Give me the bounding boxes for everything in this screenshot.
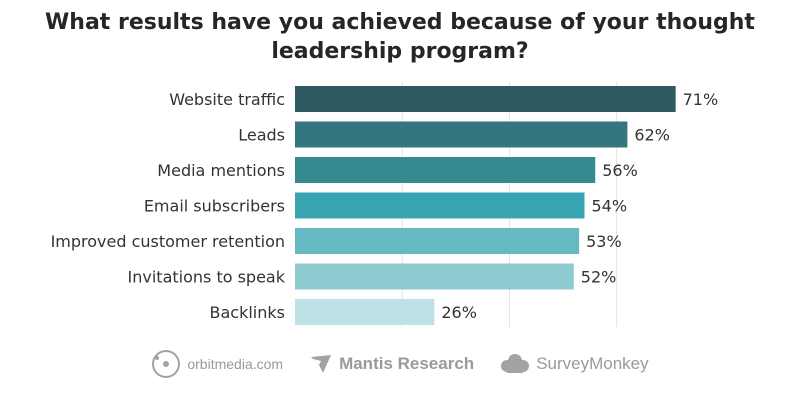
category-label: Website traffic (169, 90, 285, 109)
category-label: Backlinks (210, 303, 285, 322)
mantis-research-logo: Mantis Research (309, 353, 474, 375)
chart-title: What results have you achieved because o… (0, 8, 800, 66)
category-label: Improved customer retention (51, 232, 285, 251)
bar (295, 263, 574, 290)
bar (295, 86, 676, 112)
bar (295, 121, 628, 148)
value-label: 54% (592, 197, 628, 216)
surveymonkey-text: SurveyMonkey (536, 354, 649, 373)
chart-title-line-2: leadership program? (271, 39, 529, 64)
value-label: 56% (602, 161, 638, 180)
orbit-circle-icon (152, 350, 181, 378)
bar (295, 192, 585, 219)
category-label: Leads (238, 126, 285, 145)
monkey-icon (501, 354, 530, 373)
orbitmedia-text: orbitmedia.com (187, 356, 284, 372)
category-label: Invitations to speak (128, 268, 286, 287)
mantis-research-text: Mantis Research (339, 354, 475, 373)
category-label: Email subscribers (144, 197, 285, 216)
bar (295, 299, 435, 325)
value-label: 26% (441, 303, 477, 322)
category-label: Media mentions (157, 161, 285, 180)
value-label: 62% (634, 126, 670, 145)
bar-chart: Website traffic 71% Leads 62% Media mentions… (51, 82, 719, 327)
surveymonkey-logo: SurveyMonkey (500, 353, 649, 375)
footer-logos: orbitmedia.com Mantis Research SurveyMon… (0, 346, 800, 382)
mantis-icon (311, 355, 332, 373)
orbitmedia-logo: orbitmedia.com (151, 349, 283, 379)
value-label: 53% (586, 232, 622, 251)
bar (295, 228, 580, 254)
value-label: 52% (581, 268, 617, 287)
value-label: 71% (683, 90, 719, 109)
chart-title-line-1: What results have you achieved because o… (45, 10, 755, 35)
bar (295, 157, 596, 183)
